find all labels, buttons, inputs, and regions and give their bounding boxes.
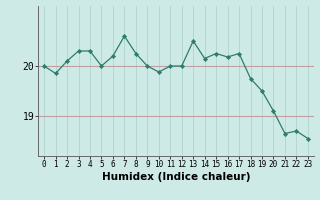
X-axis label: Humidex (Indice chaleur): Humidex (Indice chaleur): [102, 172, 250, 182]
